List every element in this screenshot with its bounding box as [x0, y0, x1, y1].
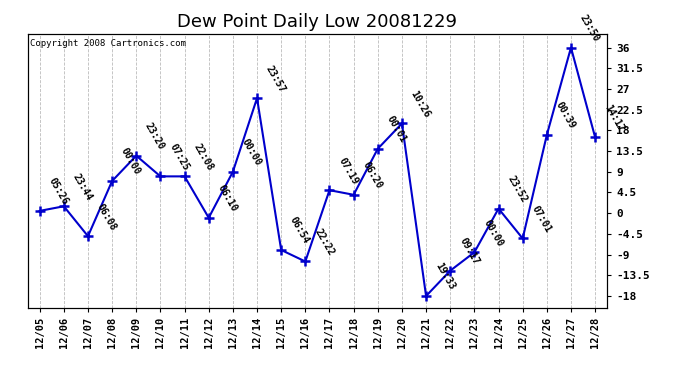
Text: 05:26: 05:26 — [47, 176, 70, 207]
Text: 00:00: 00:00 — [240, 137, 263, 168]
Text: 07:25: 07:25 — [168, 142, 190, 172]
Text: 00:39: 00:39 — [554, 100, 577, 131]
Text: 06:08: 06:08 — [95, 202, 118, 232]
Text: 23:44: 23:44 — [71, 172, 94, 202]
Text: 00:00: 00:00 — [119, 146, 142, 177]
Text: 00:01: 00:01 — [385, 114, 408, 145]
Text: 23:52: 23:52 — [506, 174, 529, 204]
Text: 22:08: 22:08 — [192, 142, 215, 172]
Text: 14:17: 14:17 — [602, 103, 625, 133]
Text: 06:20: 06:20 — [361, 160, 384, 190]
Title: Dew Point Daily Low 20081229: Dew Point Daily Low 20081229 — [177, 13, 457, 31]
Text: 09:17: 09:17 — [457, 236, 480, 267]
Text: 19:33: 19:33 — [433, 261, 456, 292]
Text: 00:00: 00:00 — [482, 217, 504, 248]
Text: 23:57: 23:57 — [264, 63, 287, 94]
Text: 06:10: 06:10 — [216, 183, 239, 214]
Text: 22:22: 22:22 — [313, 227, 335, 257]
Text: 10:26: 10:26 — [409, 89, 432, 119]
Text: 07:01: 07:01 — [530, 204, 553, 234]
Text: 23:50: 23:50 — [578, 13, 601, 44]
Text: 07:19: 07:19 — [337, 156, 359, 186]
Text: 06:54: 06:54 — [288, 215, 311, 246]
Text: Copyright 2008 Cartronics.com: Copyright 2008 Cartronics.com — [30, 39, 186, 48]
Text: 23:20: 23:20 — [144, 121, 166, 152]
